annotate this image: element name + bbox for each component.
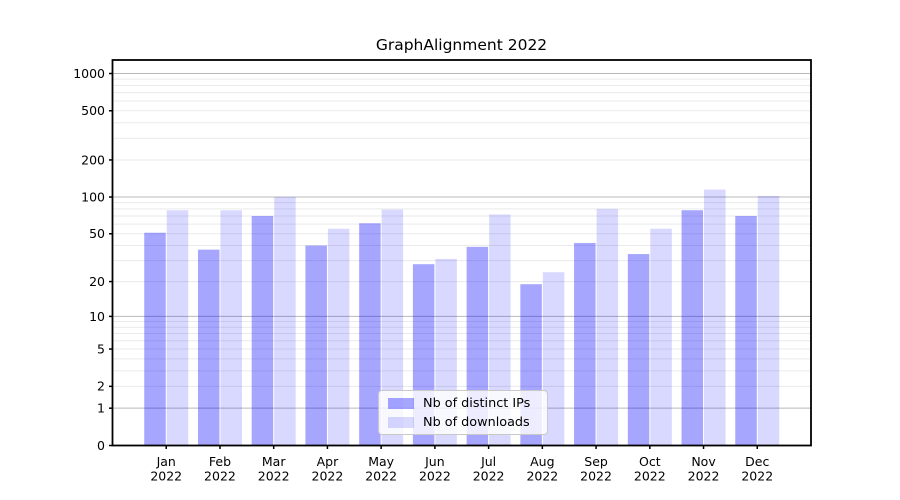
- bar-distinct-ips-sep: [574, 242, 596, 446]
- x-tick-label-year: 2022: [741, 469, 773, 484]
- x-tick-label-month: Oct: [639, 454, 661, 469]
- bar-distinct-ips-jan: [144, 232, 166, 446]
- bar-downloads-apr: [327, 228, 350, 446]
- bar-downloads-dec: [757, 195, 780, 446]
- y-tick-label: 50: [89, 226, 105, 241]
- y-tick-label: 100: [81, 189, 105, 204]
- legend-swatch-distinct-ips: [388, 397, 414, 409]
- x-tick-label-year: 2022: [580, 469, 612, 484]
- x-tick-label-year: 2022: [258, 469, 290, 484]
- bar-downloads-may: [381, 209, 404, 446]
- x-tick-label-year: 2022: [204, 469, 236, 484]
- bar-downloads-sep: [596, 208, 619, 446]
- bar-downloads-feb: [220, 210, 242, 446]
- bar-downloads-mar: [274, 197, 296, 446]
- x-tick-label-year: 2022: [419, 469, 451, 484]
- y-tick-label: 2: [97, 379, 105, 394]
- x-tick-label-year: 2022: [312, 469, 344, 484]
- legend-label-distinct-ips: Nb of distinct IPs: [423, 395, 531, 411]
- gridlines-minor: [112, 78, 811, 387]
- chart-title: GraphAlignment 2022: [375, 36, 548, 54]
- x-tick-label-month: Feb: [209, 454, 231, 469]
- bar-distinct-ips-may: [359, 223, 381, 446]
- x-tick-label-month: Nov: [691, 454, 716, 469]
- bar-downloads-jan: [166, 210, 189, 446]
- x-tick-label-year: 2022: [526, 469, 558, 484]
- bar-distinct-ips-oct: [627, 254, 650, 446]
- y-tick-label: 0: [97, 438, 105, 453]
- plot-border: [111, 59, 812, 447]
- x-tick-label-month: Apr: [317, 454, 339, 469]
- bar-distinct-ips-mar: [251, 215, 274, 446]
- legend-item-distinct-ips: Nb of distinct IPs: [388, 395, 539, 411]
- x-tick-label-year: 2022: [473, 469, 505, 484]
- y-tick-label: 10: [89, 309, 105, 324]
- bar-downloads-oct: [650, 228, 672, 446]
- x-tick-label-month: Aug: [530, 454, 554, 469]
- y-tick-label: 1000: [73, 66, 105, 81]
- legend-item-downloads: Nb of downloads: [388, 414, 539, 430]
- x-tick-label-year: 2022: [634, 469, 666, 484]
- chart-legend: Nb of distinct IPs Nb of downloads: [378, 390, 548, 435]
- axes: 01251020501002005001000Jan2022Feb2022Mar…: [73, 59, 812, 484]
- y-tick-label: 200: [81, 152, 105, 167]
- bar-downloads-jul: [489, 214, 511, 446]
- x-tick-label-year: 2022: [150, 469, 182, 484]
- x-tick-label-month: Jun: [424, 454, 445, 469]
- x-tick-label-month: Jan: [156, 454, 176, 469]
- y-tick-label: 20: [89, 274, 105, 289]
- bar-downloads-aug: [542, 272, 565, 446]
- x-tick-label-month: Dec: [745, 454, 769, 469]
- x-tick-label-year: 2022: [365, 469, 397, 484]
- bar-distinct-ips-dec: [735, 215, 757, 446]
- x-tick-label-month: Mar: [262, 454, 286, 469]
- y-tick-label: 1: [97, 401, 105, 416]
- bar-distinct-ips-feb: [197, 249, 220, 446]
- x-tick-label-year: 2022: [688, 469, 720, 484]
- x-tick-label-month: Jul: [480, 454, 496, 469]
- y-tick-label: 500: [81, 103, 105, 118]
- bar-distinct-ips-nov: [681, 210, 704, 446]
- x-tick-label-month: May: [368, 454, 394, 469]
- legend-label-downloads: Nb of downloads: [423, 414, 530, 430]
- bar-distinct-ips-apr: [305, 245, 327, 446]
- bar-downloads-nov: [704, 189, 726, 446]
- legend-swatch-downloads: [388, 416, 414, 428]
- y-tick-label: 5: [97, 341, 105, 356]
- x-tick-label-month: Sep: [584, 454, 608, 469]
